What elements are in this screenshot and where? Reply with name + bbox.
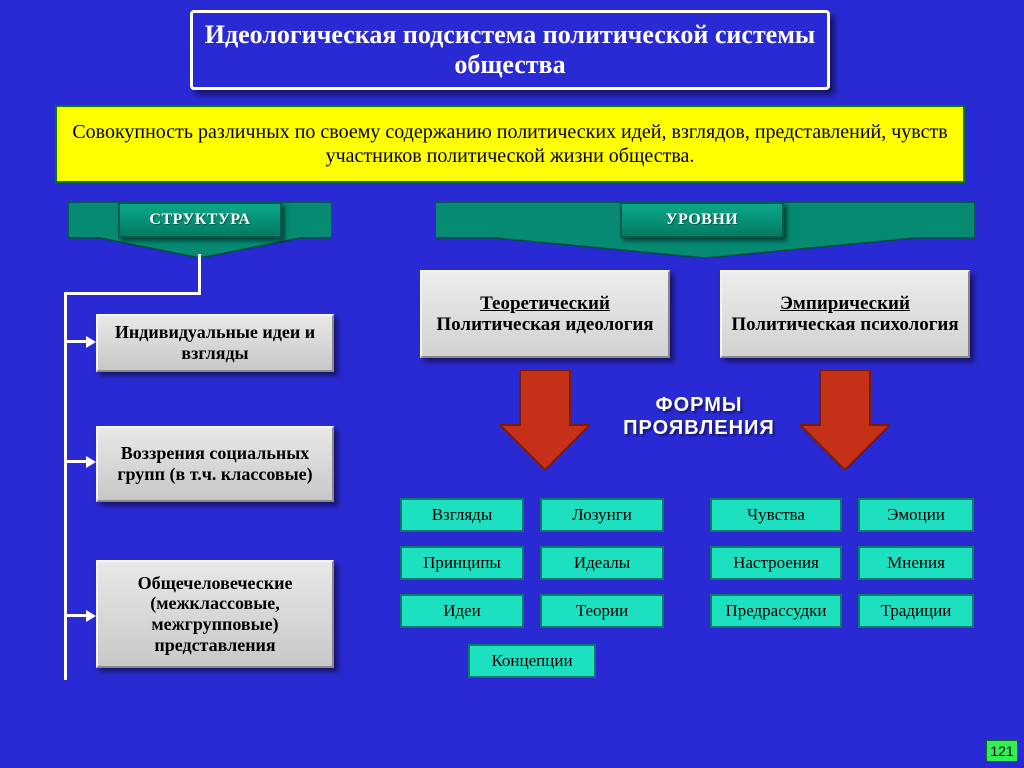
connector [64,614,88,617]
arrowhead [86,336,96,348]
connector [198,254,201,294]
left-cell-0-0: Взгляды [400,498,524,532]
structure-label: СТРУКТУРА [149,211,250,229]
level-empirical: Эмпирический Политическая психология [720,270,970,358]
left-cell-1-1: Идеалы [540,546,664,580]
page-number: 121 [986,740,1018,762]
arrowhead [86,456,96,468]
structure-item-2: Воззрения социальных групп (в т.ч. класс… [96,426,334,502]
structure-item-2-text: Воззрения социальных групп (в т.ч. класс… [104,443,326,484]
left-cell-1-0: Принципы [400,546,524,580]
forms-label-2: ПРОЯВЛЕНИЯ [614,417,784,440]
connector [64,340,88,343]
level-theoretical-sub: Политическая идеология [436,315,653,336]
right-cell-0-0: Чувства [710,498,842,532]
arrowhead [86,610,96,622]
level-theoretical-title: Теоретический [480,293,610,315]
levels-label: УРОВНИ [666,211,738,229]
structure-item-3-text: Общечеловеческие (межклассовые, межгрупп… [104,573,326,656]
structure-item-3: Общечеловеческие (межклассовые, межгрупп… [96,560,334,668]
title-box: Идеологическая подсистема политической с… [190,10,830,90]
right-cell-1-1: Мнения [858,546,974,580]
left-cell-0-1: Лозунги [540,498,664,532]
structure-item-1: Индивидуальные идеи и взгляды [96,314,334,372]
level-empirical-sub: Политическая психология [731,315,958,336]
definition-text: Совокупность различных по своему содержа… [67,120,953,168]
red-arrow-right [800,370,890,470]
title-text: Идеологическая подсистема политической с… [193,20,827,80]
forms-label: ФОРМЫ ПРОЯВЛЕНИЯ [614,394,784,440]
connector [64,460,88,463]
level-theoretical: Теоретический Политическая идеология [420,270,670,358]
right-cell-1-0: Настроения [710,546,842,580]
left-bottom-cell: Концепции [468,644,596,678]
right-cell-2-0: Предрассудки [710,594,842,628]
definition-box: Совокупность различных по своему содержа… [55,105,965,183]
connector [64,292,201,295]
left-cell-2-1: Теории [540,594,664,628]
connector [64,292,67,680]
forms-label-1: ФОРМЫ [614,394,784,417]
right-cell-2-1: Традиции [858,594,974,628]
levels-label-box: УРОВНИ [620,202,784,238]
red-arrow-left [500,370,590,470]
structure-label-box: СТРУКТУРА [118,202,282,238]
left-cell-2-0: Идеи [400,594,524,628]
level-empirical-title: Эмпирический [780,293,910,315]
structure-item-1-text: Индивидуальные идеи и взгляды [104,322,326,363]
right-cell-0-1: Эмоции [858,498,974,532]
